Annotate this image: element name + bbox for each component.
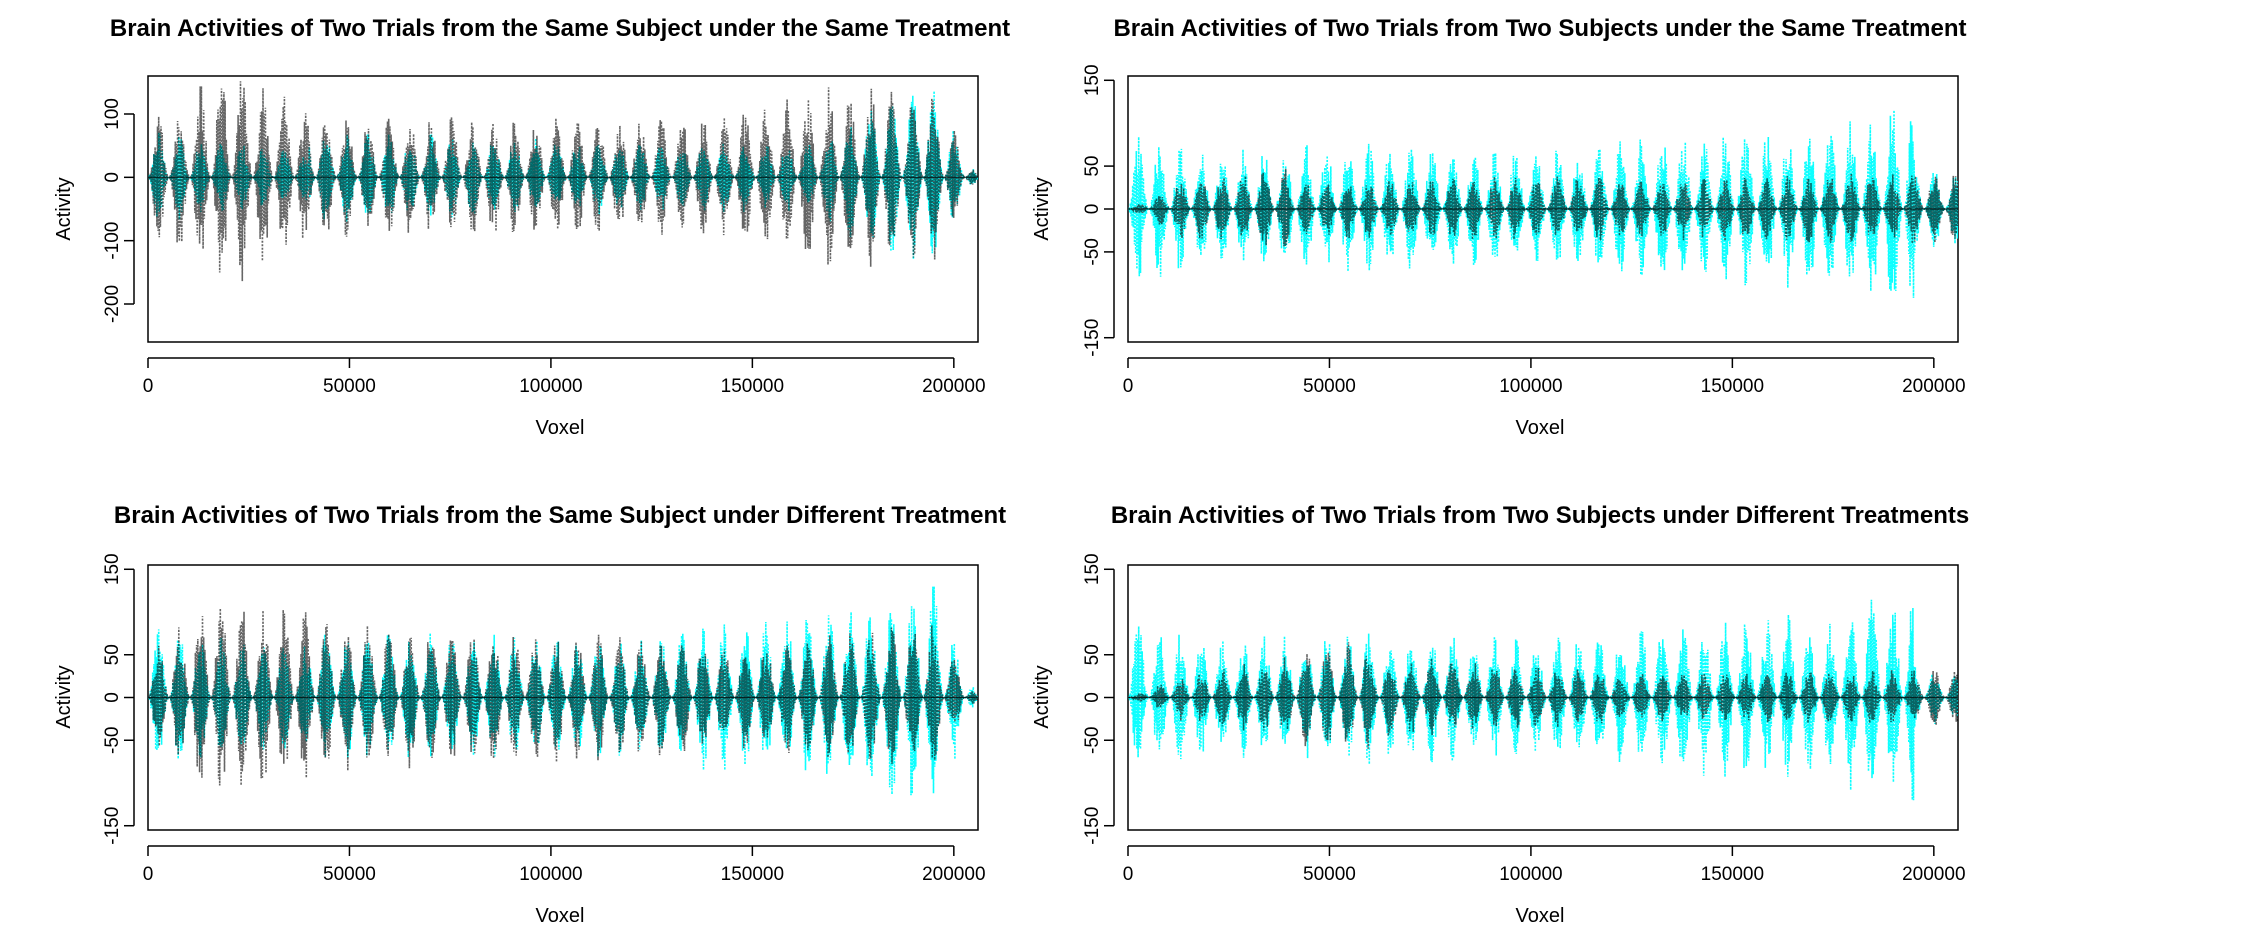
panel-4-ylabel: Activity: [1031, 665, 1053, 728]
y-tick-label: 150: [102, 553, 123, 585]
panel-2-xlabel: Voxel: [1516, 417, 1565, 439]
panel-3: Brain Activities of Two Trials from the …: [53, 502, 1006, 927]
x-tick-label: 200000: [922, 864, 985, 885]
x-tick-label: 100000: [519, 376, 582, 397]
y-tick-label: -150: [102, 807, 123, 845]
y-tick-label: 100: [102, 98, 123, 130]
x-tick-label: 0: [143, 864, 154, 885]
panel-2: Brain Activities of Two Trials from Two …: [1031, 15, 1967, 439]
panel-3-xlabel: Voxel: [536, 905, 585, 927]
x-tick-label: 0: [1123, 376, 1134, 397]
x-tick-label: 50000: [323, 864, 376, 885]
panel-1-series-black: [148, 81, 978, 282]
panel-2-ylabel: Activity: [1031, 177, 1053, 240]
panel-3-ylabel: Activity: [53, 665, 75, 728]
y-tick-label: -200: [102, 285, 123, 323]
y-tick-label: -150: [1082, 807, 1103, 845]
x-tick-label: 100000: [1499, 864, 1562, 885]
y-tick-label: 150: [1082, 64, 1103, 96]
y-tick-label: -100: [102, 222, 123, 260]
panel-4-title: Brain Activities of Two Trials from Two …: [1111, 502, 1969, 529]
x-tick-label: 100000: [519, 864, 582, 885]
x-tick-label: 50000: [323, 376, 376, 397]
x-tick-label: 100000: [1499, 376, 1562, 397]
y-tick-label: 50: [1082, 644, 1103, 665]
x-tick-label: 150000: [721, 376, 784, 397]
y-tick-label: 0: [1082, 204, 1103, 215]
x-tick-label: 200000: [922, 376, 985, 397]
panel-1: Brain Activities of Two Trials from the …: [53, 15, 1010, 439]
x-tick-label: 200000: [1902, 864, 1965, 885]
panel-2-title: Brain Activities of Two Trials from Two …: [1113, 15, 1966, 42]
x-tick-label: 0: [143, 376, 154, 397]
panel-1-title: Brain Activities of Two Trials from the …: [110, 15, 1010, 42]
y-tick-label: -50: [1082, 238, 1103, 265]
panel-4-xlabel: Voxel: [1516, 905, 1565, 927]
panel-2-series-black: [1128, 168, 1958, 247]
y-tick-label: -50: [1082, 727, 1103, 754]
x-tick-label: 200000: [1902, 376, 1965, 397]
y-tick-label: 50: [102, 644, 123, 665]
x-tick-label: 50000: [1303, 864, 1356, 885]
x-tick-label: 150000: [1701, 376, 1764, 397]
panel-1-ylabel: Activity: [53, 177, 75, 240]
x-tick-label: 0: [1123, 864, 1134, 885]
panel-1-xlabel: Voxel: [536, 417, 585, 439]
panel-3-series-cyan: [148, 586, 978, 796]
y-tick-label: 0: [102, 692, 123, 703]
panel-3-series-black: [148, 608, 978, 786]
x-tick-label: 50000: [1303, 376, 1356, 397]
y-tick-label: 0: [102, 172, 123, 183]
x-tick-label: 150000: [1701, 864, 1764, 885]
y-tick-label: 150: [1082, 553, 1103, 585]
y-tick-label: -50: [102, 727, 123, 754]
x-tick-label: 150000: [721, 864, 784, 885]
y-tick-label: 0: [1082, 692, 1103, 703]
panel-4: Brain Activities of Two Trials from Two …: [1031, 502, 1969, 927]
y-tick-label: 50: [1082, 156, 1103, 177]
panel-3-title: Brain Activities of Two Trials from the …: [114, 502, 1006, 529]
panel-1-plot-box: [147, 75, 979, 343]
y-tick-label: -150: [1082, 319, 1103, 357]
